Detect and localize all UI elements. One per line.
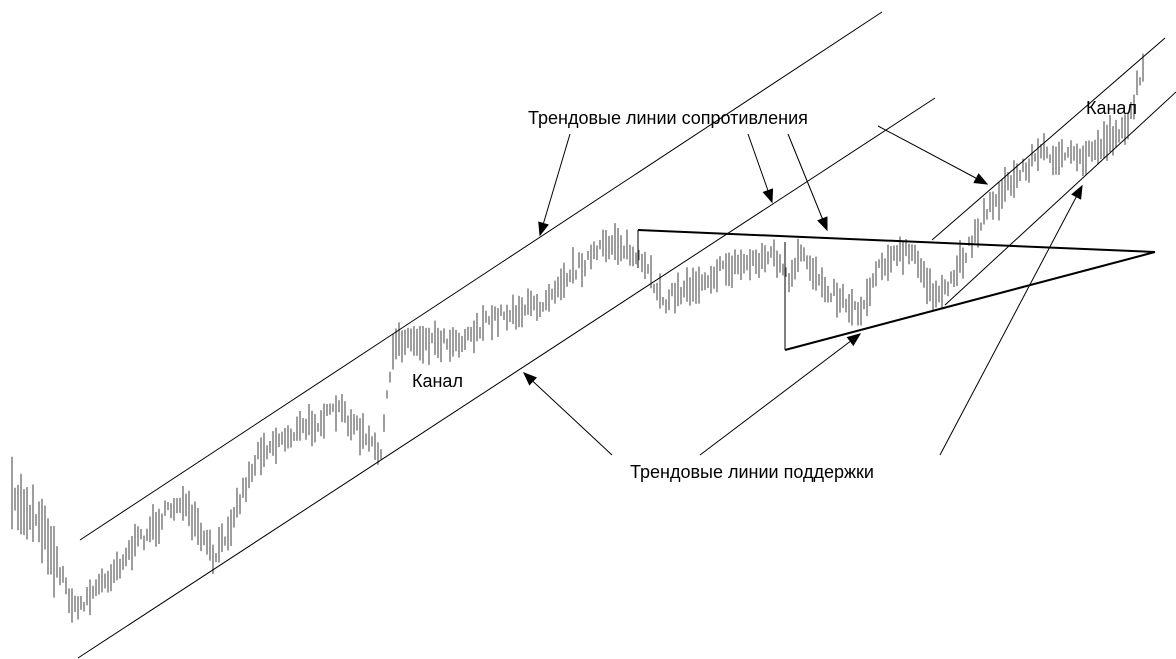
arrow [787,133,828,232]
channel-label: Канал [1086,98,1137,118]
support-label: Трендовые линии поддержки [630,462,874,482]
channel-upper [79,11,883,541]
channel-lower [77,97,936,659]
price-bars [11,53,1144,623]
arrow [747,133,774,204]
arrow [939,184,1083,456]
right-channel-upper [931,37,1166,241]
arrow [538,133,571,237]
arrow [877,125,989,185]
arrow [522,372,613,456]
arrows [522,125,1083,456]
arrow [699,333,862,456]
channel-label: Канал [412,371,463,391]
triangle-top [637,229,1156,253]
resistance-label: Трендовые линии сопротивления [528,108,808,128]
trend-lines [77,11,1176,659]
right-channel-lower [944,91,1176,306]
